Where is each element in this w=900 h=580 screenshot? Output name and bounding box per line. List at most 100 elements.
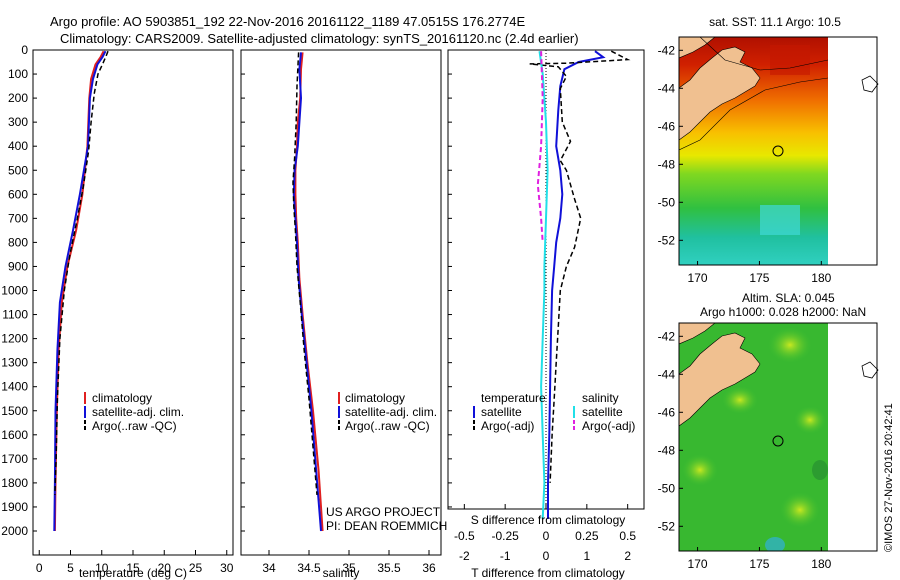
x-tick-label: 35.5 [377, 561, 401, 575]
lat-tick-label: -42 [658, 43, 676, 57]
t-difference-label: T difference from climatology [471, 566, 625, 580]
lat-tick-label: -46 [658, 405, 676, 419]
legend-climatology-label: climatology [345, 391, 405, 405]
sla-map-subtitle: Argo h1000: 0.028 h2000: NaN [700, 305, 866, 319]
temperature-satellite-line [53, 50, 107, 532]
salinity-xlabel: salinity [323, 566, 360, 580]
t-difference-argo-line [529, 50, 631, 483]
legend-temperature-title: temperature [481, 391, 546, 405]
sla-anomaly-4 [682, 454, 718, 486]
difference-y-ticks [448, 49, 452, 508]
depth-tick-label: 2000 [1, 524, 28, 538]
legend-s-argo-label: Argo(-adj) [582, 419, 635, 433]
depth-tick-label: 1100 [2, 308, 28, 322]
x-tick-label: 36 [422, 561, 436, 575]
sla-negative-2 [812, 460, 828, 480]
legend-salinity-title: salinity [582, 391, 619, 405]
imos-credit: ©IMOS 27-Nov-2016 20:42:41 [883, 403, 895, 552]
sla-land [679, 332, 761, 427]
lon-tick-label: 175 [749, 271, 769, 285]
sla-map-title: Altim. SLA: 0.045 [742, 291, 835, 305]
s-tick-label: -0.5 [454, 529, 475, 543]
depth-tick-label: 1600 [1, 428, 28, 442]
salinity-argo-line [292, 52, 318, 495]
sla-float-marker [772, 435, 784, 447]
t-tick-label: 1 [583, 549, 590, 563]
lat-tick-label: -50 [658, 481, 676, 495]
x-tick-label: 20 [158, 561, 172, 575]
temperature-x-axis: 0 5 10 15 20 25 30 [36, 550, 234, 575]
sla-map-axes: 170 175 180 -42 -44 -46 -48 -50 -52 [658, 329, 832, 571]
depth-tick-label: 1400 [1, 380, 28, 394]
temperature-panel: 0100200300400500600700800900100011001200… [1, 43, 233, 580]
legend-s-satellite-label: satellite [582, 405, 623, 419]
sla-field [679, 323, 828, 551]
lat-tick-label: -44 [658, 367, 676, 381]
lat-tick-label: -52 [658, 519, 676, 533]
difference-panel: -0.5 -0.25 0 0.25 0.5 -2 -1 0 1 2 S difference f… [447, 49, 645, 580]
legend-t-satellite-label: satellite [481, 405, 522, 419]
sla-anomaly-2 [722, 386, 758, 414]
s-tick-label: -0.25 [491, 529, 519, 543]
t-difference-axis: -2 -1 0 1 2 [459, 549, 631, 563]
x-tick-label: 10 [95, 561, 109, 575]
depth-tick-label: 500 [8, 163, 28, 177]
sla-anomaly-1 [768, 327, 812, 363]
sla-map-ocean-empty [828, 323, 877, 551]
difference-legend: temperature salinity satellite Argo(-adj… [473, 391, 635, 433]
title-line-1: Argo profile: AO 5903851_192 22-Nov-2016… [50, 14, 525, 29]
lat-tick-label: -48 [658, 443, 676, 457]
lat-tick-label: -42 [658, 329, 676, 343]
sst-contour [679, 77, 828, 151]
sst-contour-2 [699, 37, 828, 71]
lat-tick-label: -46 [658, 119, 676, 133]
lat-tick-label: -50 [658, 195, 676, 209]
depth-tick-label: 400 [8, 139, 28, 153]
x-tick-label: 5 [67, 561, 74, 575]
t-tick-label: 2 [624, 549, 631, 563]
sla-anomaly-3 [794, 406, 826, 434]
sst-map-title: sat. SST: 11.1 Argo: 10.5 [709, 15, 841, 29]
temperature-xlabel: temperature (deg C) [79, 566, 187, 580]
sst-map-panel: sat. SST: 11.1 Argo: 10.5 170 175 180 -42 -4… [658, 15, 879, 285]
s-tick-label: 0.5 [619, 529, 636, 543]
x-tick-label: 34 [262, 561, 276, 575]
x-tick-label: 0 [36, 561, 43, 575]
sst-warm-pocket [770, 45, 810, 75]
s-difference-argo-line [536, 51, 544, 243]
depth-tick-label: 100 [8, 67, 28, 81]
sla-anomaly-5 [780, 492, 820, 528]
depth-tick-label: 1800 [1, 476, 28, 490]
x-tick-label: 34.5 [297, 561, 321, 575]
x-tick-label: 25 [189, 561, 203, 575]
s-tick-label: 0.25 [575, 529, 599, 543]
depth-tick-label: 1900 [1, 500, 28, 514]
lon-tick-label: 180 [811, 271, 831, 285]
lon-tick-label: 180 [811, 557, 831, 571]
depth-tick-label: 200 [8, 91, 28, 105]
depth-tick-label: 800 [8, 235, 28, 249]
lon-tick-label: 175 [749, 557, 769, 571]
s-difference-axis: -0.5 -0.25 0 0.25 0.5 [454, 504, 636, 543]
sst-map-axes: 170 175 180 -42 -44 -46 -48 -50 -52 [658, 43, 832, 285]
salinity-series [292, 52, 324, 532]
legend-satellite-label: satellite-adj. clim. [92, 405, 184, 419]
t-tick-label: -2 [459, 549, 470, 563]
t-tick-label: 0 [543, 549, 550, 563]
legend-climatology-label: climatology [92, 391, 152, 405]
sst-map-frame [678, 36, 878, 266]
sla-map-frame [678, 322, 878, 552]
t-difference-satellite-line [547, 50, 606, 519]
lon-tick-label: 170 [688, 557, 708, 571]
sst-field [679, 37, 828, 265]
salinity-legend: climatology satellite-adj. clim. Argo(..… [338, 391, 437, 433]
depth-tick-label: 700 [8, 211, 28, 225]
title-line-2: Climatology: CARS2009. Satellite-adjuste… [60, 31, 579, 46]
sla-map-panel: Altim. SLA: 0.045 Argo h1000: 0.028 h200… [658, 291, 879, 571]
depth-tick-label: 1200 [1, 332, 28, 346]
legend-satellite-label: satellite-adj. clim. [345, 405, 437, 419]
depth-tick-label: 0 [21, 43, 28, 57]
depth-tick-label: 600 [8, 187, 28, 201]
depth-tick-label: 300 [8, 115, 28, 129]
